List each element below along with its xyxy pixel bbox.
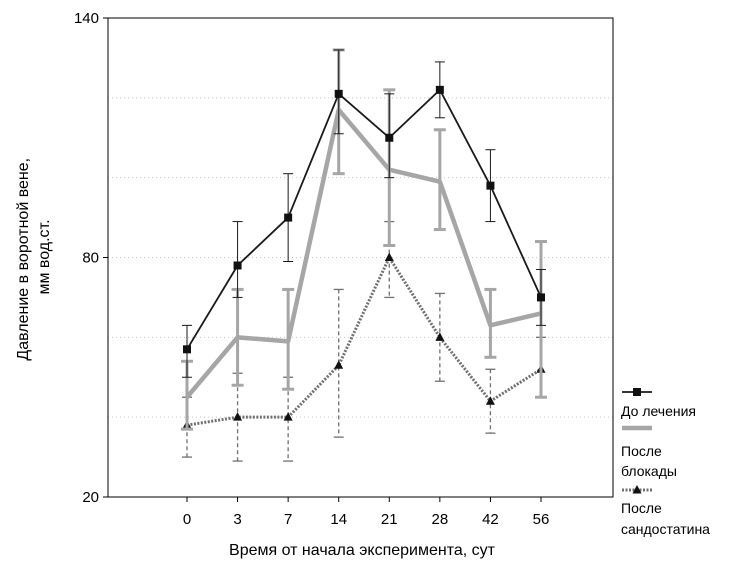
x-tick-label: 42 [482, 511, 499, 528]
data-point [233, 261, 242, 270]
grid-lines [108, 97, 613, 418]
data-point [485, 396, 495, 405]
legend: До лечения После блокады После сандостатина [621, 388, 710, 537]
data-point [233, 412, 243, 421]
x-tick-label: 14 [330, 511, 347, 528]
legend-label: После [621, 500, 662, 516]
data-point [284, 213, 293, 222]
legend-label: До лечения [621, 403, 696, 419]
x-tick-label: 56 [533, 511, 550, 528]
series-1 [182, 49, 546, 378]
x-axis-title: Время от начала эксперимента, сут [229, 542, 496, 559]
series-2 [181, 48, 547, 431]
legend-item-1: До лечения [621, 388, 696, 419]
x-tick-label: 7 [284, 511, 292, 528]
y-tick-label: 20 [82, 489, 99, 506]
data-point [486, 181, 495, 190]
series-line [186, 88, 542, 350]
data-point [536, 293, 545, 302]
legend-label: сандостатина [621, 521, 710, 537]
legend-marker [632, 485, 642, 494]
legend-item-2: После блокады [621, 425, 677, 479]
legend-item-3: После сандостатина [621, 485, 710, 537]
y-tick-label: 80 [82, 250, 99, 267]
data-point [384, 252, 394, 261]
x-tick-label: 3 [233, 511, 241, 528]
data-point [283, 412, 293, 421]
data-point [334, 89, 343, 98]
x-tick-label: 21 [381, 511, 398, 528]
y-tick-label: 140 [74, 10, 99, 27]
series-line [186, 256, 542, 427]
x-axis-ticks: 0 3 7 14 21 28 42 56 [183, 497, 550, 528]
data-point [435, 332, 445, 341]
x-tick-label: 28 [432, 511, 449, 528]
legend-marker [633, 388, 641, 396]
x-tick-label: 0 [183, 511, 191, 528]
legend-label: блокады [621, 463, 677, 479]
data-point [334, 360, 344, 369]
data-point [385, 133, 394, 142]
y-axis-title-line-1: Давление в воротной вене, [15, 158, 32, 361]
legend-label: После [621, 443, 662, 459]
y-axis-title: Давление в воротной вене, мм вод.ст. [15, 153, 53, 360]
series-line [185, 107, 542, 399]
y-axis-title-line-2: мм вод.ст. [36, 219, 53, 294]
y-axis-ticks: 140 80 20 [74, 10, 108, 506]
series-layer [181, 48, 547, 462]
data-point [183, 345, 191, 354]
data-point [435, 85, 444, 94]
